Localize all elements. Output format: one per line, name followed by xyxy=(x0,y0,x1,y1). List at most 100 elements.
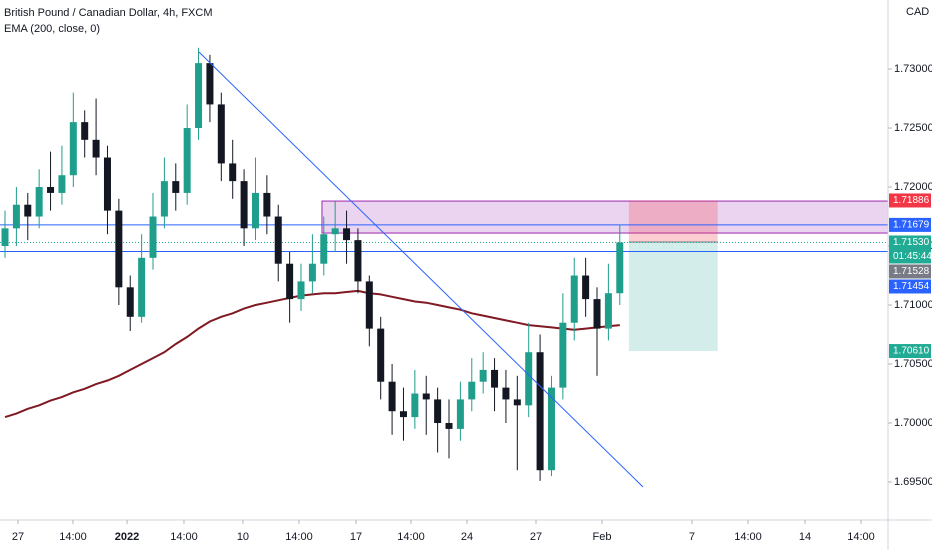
price-label-box xyxy=(889,193,931,208)
candle-body xyxy=(172,181,180,193)
target-zone xyxy=(628,242,718,352)
candle-body xyxy=(35,187,43,217)
y-tick-label: 1.70000 xyxy=(894,417,932,429)
price-label-box xyxy=(889,235,931,264)
candle-body xyxy=(399,411,407,418)
x-tick-label: 10 xyxy=(237,531,249,543)
candle-body xyxy=(251,192,259,229)
y-tick-label: 1.73000 xyxy=(894,63,932,75)
candle-body xyxy=(240,181,248,229)
candle-body xyxy=(377,328,385,382)
plot-area xyxy=(0,47,889,488)
candle-body xyxy=(138,257,146,317)
stop-zone xyxy=(628,200,718,243)
candle-body xyxy=(206,63,214,105)
candle-body xyxy=(616,242,624,294)
candle-body xyxy=(92,139,100,158)
x-tick-label: 27 xyxy=(12,531,24,543)
candle-body xyxy=(115,210,123,288)
price-label: 1.70610 xyxy=(893,346,930,357)
candle-body xyxy=(320,234,328,264)
x-tick-label: 14:00 xyxy=(734,531,762,543)
candle-body xyxy=(12,204,20,229)
x-tick-label: 7 xyxy=(689,531,695,543)
currency-label[interactable]: CAD xyxy=(906,6,929,18)
candle-body xyxy=(183,128,191,193)
ema-line xyxy=(4,289,620,419)
indicator-label[interactable]: EMA (200, close, 0) xyxy=(4,23,100,35)
x-tick-label: 24 xyxy=(461,531,473,543)
price-label: 1.71454 xyxy=(893,281,930,292)
y-tick-label: 1.71000 xyxy=(894,299,932,311)
candle-body xyxy=(308,263,316,282)
x-tick-label: 2022 xyxy=(115,531,139,543)
x-tick-label: 27 xyxy=(530,531,542,543)
price-label: 01:45:44 xyxy=(893,251,932,262)
y-tick-label: 1.70500 xyxy=(894,358,932,370)
x-tick-label: 14:00 xyxy=(847,531,875,543)
candle-body xyxy=(582,275,590,300)
candle-body xyxy=(456,399,464,429)
price-label-box xyxy=(889,217,931,232)
candle-body xyxy=(1,228,9,247)
candle-body xyxy=(559,322,567,388)
candle-body xyxy=(536,352,544,471)
trend-line xyxy=(198,51,644,488)
price-label-box xyxy=(889,344,931,359)
range-rectangle xyxy=(321,200,889,234)
candle-body xyxy=(343,228,351,241)
price-label: 1.71530 xyxy=(893,237,930,248)
candle-body xyxy=(513,399,521,406)
candle-body xyxy=(263,192,271,217)
candle-body xyxy=(502,387,510,400)
candle-body xyxy=(103,157,111,211)
candle-body xyxy=(365,281,373,329)
candle-body xyxy=(47,187,55,193)
chart-title: British Pound / Canadian Dollar, 4h, FXC… xyxy=(4,7,213,19)
candle-body xyxy=(434,399,442,424)
candle-body xyxy=(422,393,430,400)
candle-body xyxy=(217,104,225,164)
candle-body xyxy=(388,381,396,412)
candle-body xyxy=(195,63,203,129)
candle-body xyxy=(411,393,419,418)
candle-body xyxy=(604,293,612,329)
candle-body xyxy=(331,228,339,235)
candle-body xyxy=(468,381,476,400)
x-tick-label: 14:00 xyxy=(285,531,313,543)
candle-body xyxy=(479,369,487,382)
candle-body xyxy=(160,181,168,217)
x-tick-label: 14:00 xyxy=(397,531,425,543)
candle-body xyxy=(126,287,134,317)
x-tick-label: 14:00 xyxy=(170,531,198,543)
candle-body xyxy=(445,423,453,429)
candle-body xyxy=(593,299,601,329)
candle-body xyxy=(69,122,77,176)
candle-body xyxy=(274,216,282,264)
price-label: 1.71528 xyxy=(893,266,930,277)
x-tick-label: Feb xyxy=(593,531,612,543)
x-tick-label: 17 xyxy=(350,531,362,543)
candle-body xyxy=(58,175,66,193)
price-label-box xyxy=(889,264,931,279)
candle-body xyxy=(547,387,555,471)
price-label: 1.71886 xyxy=(893,195,930,206)
candle-body xyxy=(570,275,578,323)
price-label: 1.71679 xyxy=(893,220,930,231)
price-label-box xyxy=(889,279,931,294)
x-tick-label: 14:00 xyxy=(59,531,87,543)
x-tick-label: 14 xyxy=(799,531,811,543)
candle-body xyxy=(297,281,305,300)
candle-body xyxy=(229,163,237,182)
candle-body xyxy=(81,122,89,140)
y-tick-label: 1.72000 xyxy=(894,181,932,193)
candle-body xyxy=(525,352,533,406)
candle-body xyxy=(149,216,157,258)
candle-body xyxy=(491,369,499,388)
candle-body xyxy=(24,204,32,217)
y-tick-label: 1.69500 xyxy=(894,476,932,488)
candle-body xyxy=(286,263,294,300)
candle-body xyxy=(354,240,362,282)
